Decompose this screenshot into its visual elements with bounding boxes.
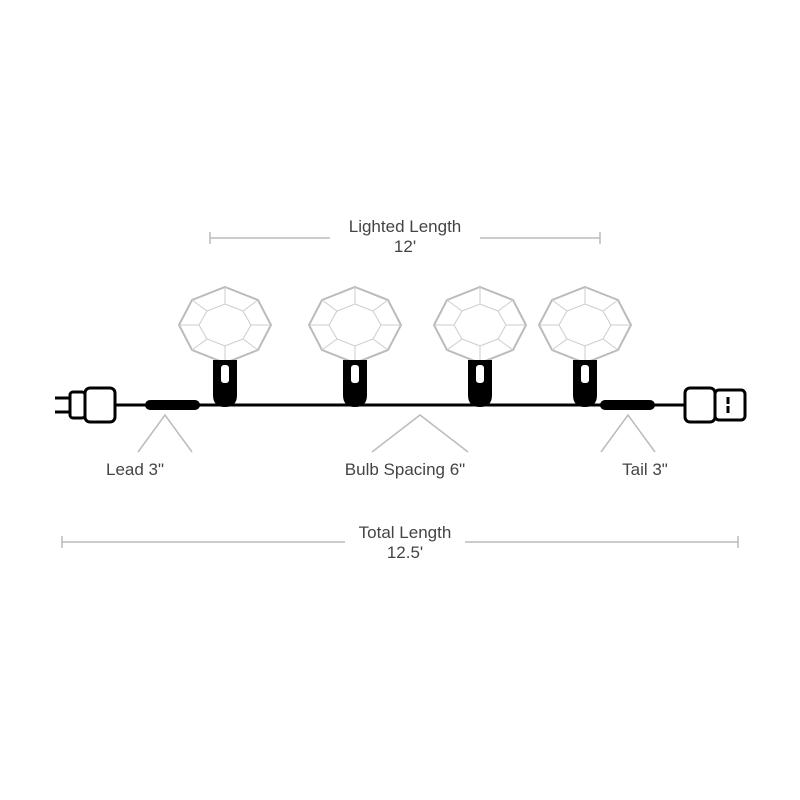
lighted-length-value: 12'	[394, 237, 416, 256]
plug-male	[55, 388, 115, 422]
spacing-arrow	[372, 415, 468, 452]
lead-arrow	[138, 415, 192, 452]
bulb-3	[434, 287, 526, 407]
bulbs	[179, 287, 631, 407]
tail-label: Tail 3"	[622, 460, 668, 479]
plug-female	[685, 388, 745, 422]
bulb-2	[309, 287, 401, 407]
lead-label: Lead 3"	[106, 460, 164, 479]
tail-arrow	[601, 415, 655, 452]
bulb-1	[179, 287, 271, 407]
total-length-title: Total Length	[359, 523, 452, 542]
tail-strain-relief	[600, 400, 655, 410]
total-length-dimension: Total Length 12.5'	[62, 523, 738, 562]
lighted-length-title: Lighted Length	[349, 217, 462, 236]
lead-strain-relief	[145, 400, 200, 410]
bulb-4	[539, 287, 631, 407]
bulb-spacing-label: Bulb Spacing 6"	[345, 460, 465, 479]
total-length-value: 12.5'	[387, 543, 423, 562]
string-light-diagram: Lighted Length 12'	[0, 0, 800, 800]
lighted-length-dimension: Lighted Length 12'	[210, 217, 600, 256]
